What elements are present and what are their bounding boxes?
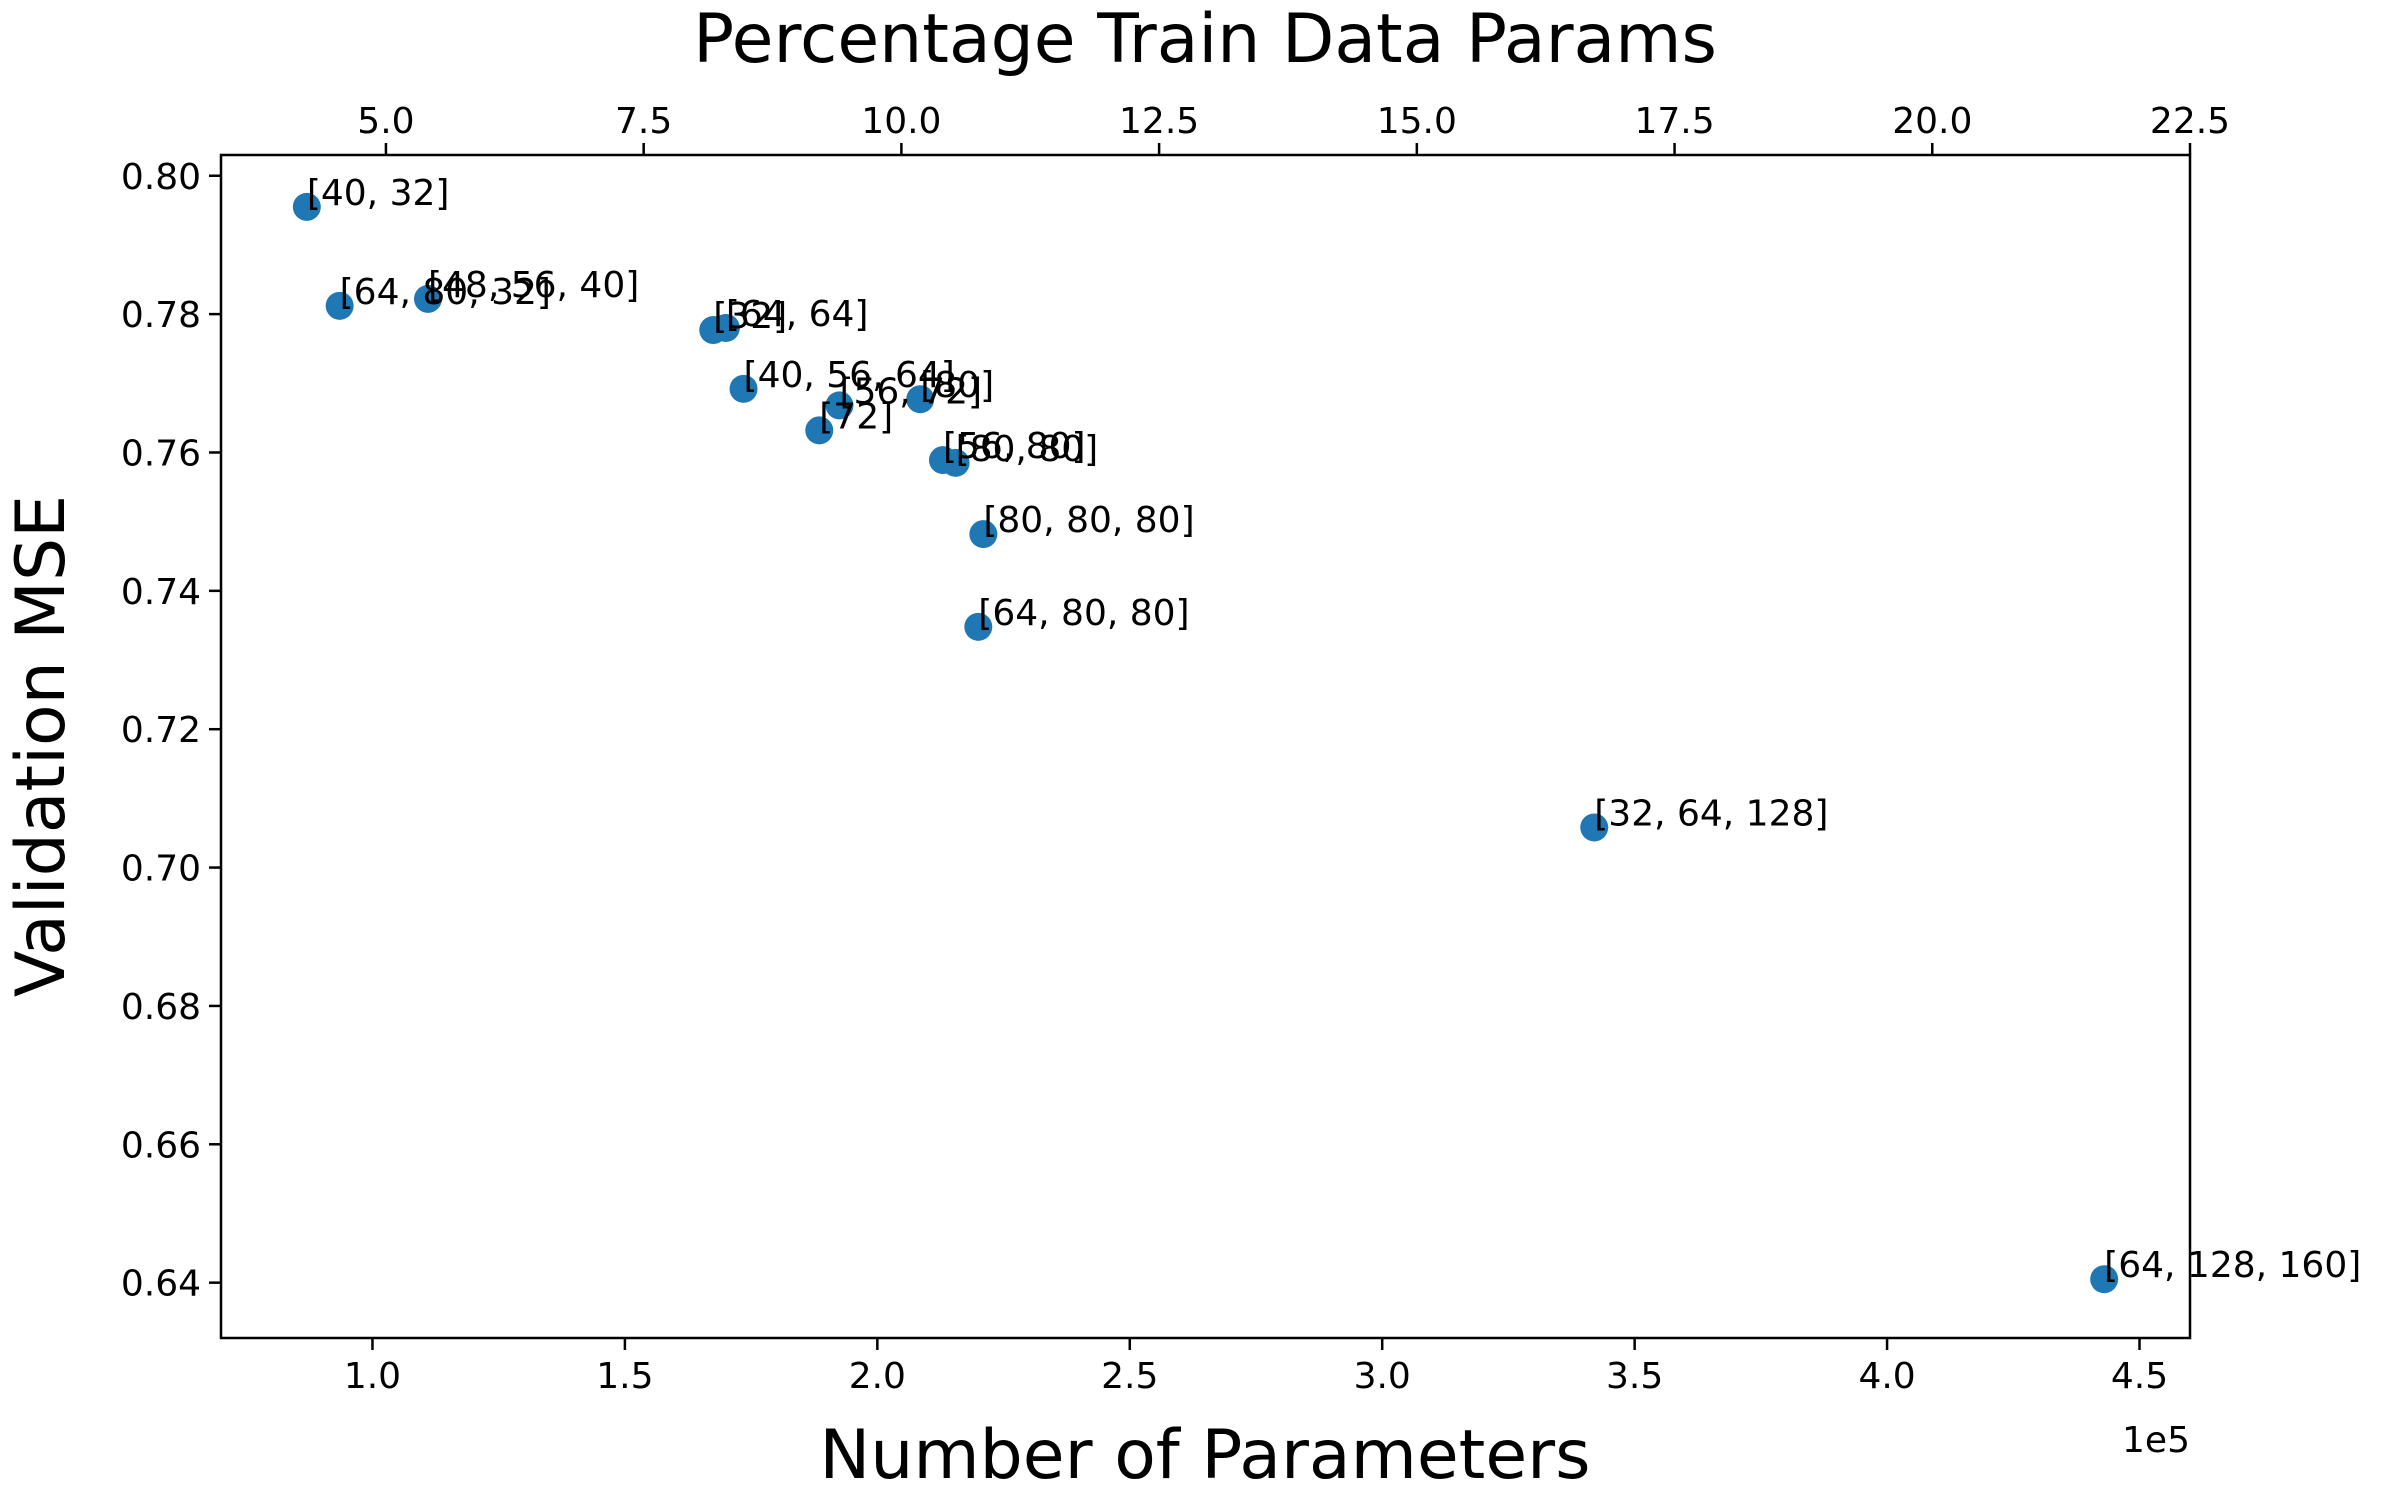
- y-axis-title: Validation MSE: [2, 495, 81, 997]
- data-point-label: [40, 56, 64]: [744, 355, 955, 396]
- data-point: [964, 612, 993, 641]
- data-point-label: [72]: [819, 396, 893, 437]
- data-point: [969, 520, 998, 549]
- data-point-label: [56, 80]: [943, 426, 1086, 467]
- data-point-label: [40, 32]: [307, 173, 450, 214]
- data-point-label: [48, 56, 40]: [428, 265, 639, 306]
- top-x-tick-label: 22.5: [2150, 101, 2230, 142]
- top-x-tick-label: 17.5: [1634, 101, 1714, 142]
- x-tick-label: 4.5: [2111, 1356, 2168, 1397]
- data-point: [711, 313, 740, 342]
- data-point-label: [64, 64]: [726, 294, 869, 335]
- data-point-label: [80]: [920, 365, 994, 406]
- x-tick-label: 3.0: [1354, 1356, 1411, 1397]
- y-axis-ticks: 0.64 0.66 0.68 0.70 0.72 0.74 0.76 0.78 0.80: [121, 157, 221, 1305]
- data-point-label: [64, 80, 32]: [340, 272, 551, 313]
- data-point: [292, 192, 321, 221]
- y-tick-label: 0.70: [121, 849, 201, 890]
- x-axis-title: Number of Parameters: [819, 1416, 1590, 1495]
- top-x-tick-label: 12.5: [1119, 101, 1199, 142]
- data-point-label: [32, 64, 128]: [1594, 793, 1828, 834]
- x-tick-label: 3.5: [1606, 1356, 1663, 1397]
- data-point-label: [64, 80, 80]: [978, 593, 1189, 634]
- data-point: [413, 284, 442, 313]
- data-point: [2090, 1265, 2119, 1294]
- top-x-tick-label: 20.0: [1892, 101, 1972, 142]
- data-point-label: [80, 80, 80]: [983, 500, 1194, 541]
- point-labels: [40, 32][64, 80, 32][48, 56, 40][32][64,…: [307, 173, 2361, 1286]
- y-tick-label: 0.80: [121, 157, 201, 198]
- top-x-axis-title: Percentage Train Data Params: [693, 0, 1717, 79]
- x-tick-label: 2.0: [849, 1356, 906, 1397]
- data-point-label: [64, 128, 160]: [2104, 1245, 2361, 1286]
- y-tick-label: 0.72: [121, 710, 201, 751]
- x-tick-label: 4.0: [1858, 1356, 1915, 1397]
- bottom-x-axis-ticks: 1.0 1.5 2.0 2.5 3.0 3.5 4.0 4.5: [344, 1338, 2168, 1397]
- y-tick-label: 0.64: [121, 1264, 201, 1305]
- y-tick-label: 0.66: [121, 1125, 201, 1166]
- data-point: [729, 374, 758, 403]
- x-offset-label: 1e5: [2122, 1420, 2190, 1461]
- data-point: [805, 416, 834, 445]
- y-tick-label: 0.68: [121, 987, 201, 1028]
- top-x-tick-label: 7.5: [615, 101, 672, 142]
- data-point-label: [80, 80]: [956, 429, 1099, 470]
- data-point: [325, 291, 354, 320]
- data-point: [906, 385, 935, 414]
- top-x-tick-label: 10.0: [861, 101, 941, 142]
- y-tick-label: 0.78: [121, 295, 201, 336]
- data-point: [1580, 813, 1609, 842]
- plot-frame: [219, 153, 2192, 1340]
- top-x-tick-label: 15.0: [1377, 101, 1457, 142]
- y-tick-label: 0.76: [121, 433, 201, 474]
- x-tick-label: 1.0: [344, 1356, 401, 1397]
- data-point: [825, 391, 854, 420]
- top-x-axis-ticks: 5.0 7.5 10.0 12.5 15.0 17.5 20.0 22.5: [357, 101, 2230, 155]
- x-tick-label: 1.5: [596, 1356, 653, 1397]
- y-tick-label: 0.74: [121, 572, 201, 613]
- data-point: [941, 448, 970, 477]
- data-point-label: [56, 72]: [839, 371, 982, 412]
- scatter-points: [292, 192, 2119, 1294]
- data-point-label: [32]: [713, 296, 787, 337]
- top-x-tick-label: 5.0: [357, 101, 414, 142]
- x-tick-label: 2.5: [1101, 1356, 1158, 1397]
